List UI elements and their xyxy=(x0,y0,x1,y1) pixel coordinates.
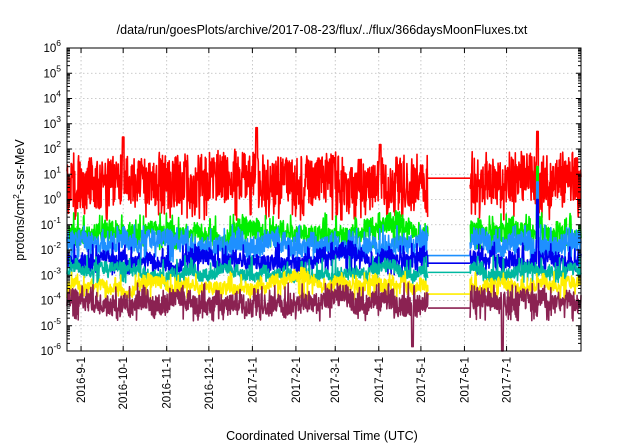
x-axis-label: Coordinated Universal Time (UTC) xyxy=(226,429,418,443)
x-tick-label: 2017-1-1 xyxy=(247,357,259,403)
series-layer xyxy=(66,126,582,352)
y-axis-label: protons/cm2-s-sr-MeV xyxy=(11,139,27,261)
x-tick-label: 2016-9-1 xyxy=(76,357,88,403)
x-tick-label: 2017-7-1 xyxy=(502,357,514,403)
x-tick-label: 2017-4-1 xyxy=(374,357,386,403)
y-tick-label: 101 xyxy=(43,164,61,181)
series-line xyxy=(469,282,582,352)
y-tick-label: 104 xyxy=(43,89,61,106)
y-tick-label: 10-5 xyxy=(41,316,62,333)
y-tick-label: 10-1 xyxy=(41,215,62,232)
y-tick-label: 10-6 xyxy=(41,341,62,358)
series-line xyxy=(66,224,429,264)
series-line xyxy=(469,130,582,221)
x-tick-label: 2017-3-1 xyxy=(330,357,342,403)
x-axis: 2016-9-1 2016-10-1 2016-11-1 2016-12-1 2017-… xyxy=(76,48,514,409)
series-line xyxy=(66,254,429,287)
x-tick-label: 2016-10-1 xyxy=(118,357,130,409)
x-tick-label: 2017-5-1 xyxy=(416,357,428,403)
y-axis: 10-6 10-5 10-4 10-3 10-2 10-1 100 101 102 103 104 1… xyxy=(41,38,581,358)
y-tick-label: 10-3 xyxy=(41,265,62,282)
x-tick-label: 2016-11-1 xyxy=(162,357,174,409)
series-line xyxy=(469,181,582,264)
series-line xyxy=(66,126,429,221)
y-tick-label: 10-2 xyxy=(41,240,62,257)
y-tick-label: 103 xyxy=(43,114,61,131)
y-tick-label: 100 xyxy=(43,190,61,207)
x-tick-label: 2017-2-1 xyxy=(291,357,303,403)
chart-title: /data/run/goesPlots/archive/2017-08-23/f… xyxy=(117,23,528,37)
series-line xyxy=(66,282,429,348)
y-tick-label: 10-4 xyxy=(41,291,62,308)
y-tick-label: 102 xyxy=(43,139,61,156)
x-tick-label: 2016-12-1 xyxy=(204,357,216,409)
x-tick-label: 2017-6-1 xyxy=(459,357,471,403)
y-tick-label: 106 xyxy=(43,38,61,55)
y-tick-label: 105 xyxy=(43,63,61,80)
